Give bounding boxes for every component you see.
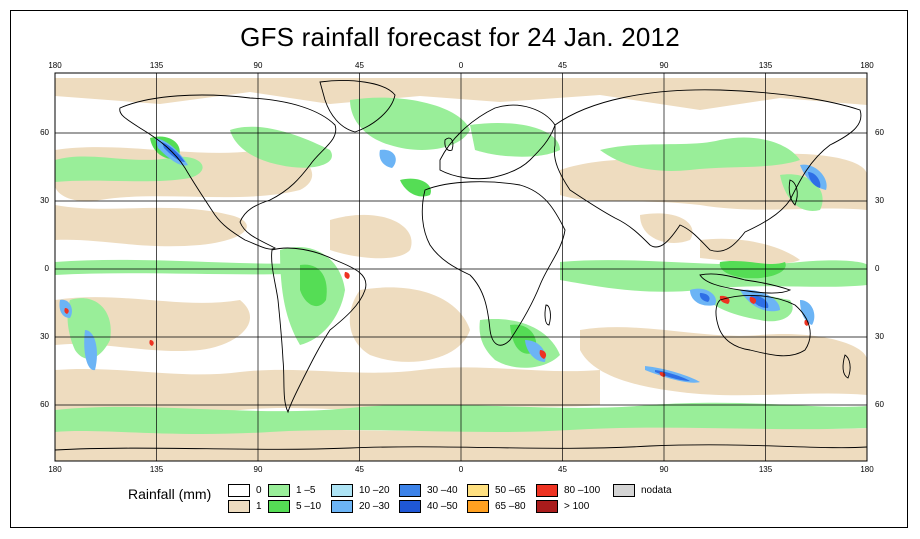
lon-tick-top: 90: [659, 61, 669, 70]
lat-tick-left: 30: [40, 332, 49, 341]
lon-tick-top: 135: [758, 61, 773, 70]
legend-label: 20 –30: [359, 501, 390, 512]
legend-swatch: [268, 500, 290, 513]
antarctica-outline: [55, 444, 867, 451]
lon-tick-bottom: 135: [149, 465, 164, 474]
legend-label: 5 –10: [296, 501, 322, 512]
lon-tick-top: 90: [253, 61, 263, 70]
legend-swatch: [467, 484, 489, 497]
indonesia-outline: [699, 273, 792, 294]
lat-tick-right: 30: [875, 196, 884, 205]
lat-tick-left: 0: [44, 264, 49, 273]
asia-outline: [553, 89, 862, 252]
lon-tick-top: 45: [355, 61, 364, 70]
legend-swatch: [399, 500, 421, 513]
legend-swatch: [331, 484, 353, 497]
lat-tick-right: 60: [875, 128, 884, 137]
lon-tick-top: 0: [458, 61, 464, 70]
legend-swatch: [536, 484, 558, 497]
japan-outline: [788, 179, 798, 206]
map-border: [54, 72, 868, 462]
legend-label: 1 –5: [296, 485, 316, 496]
legend-swatch: [613, 484, 635, 497]
lat-tick-right: 60: [875, 400, 884, 409]
legend-swatch: [228, 500, 250, 513]
lon-tick-top: 180: [48, 61, 62, 70]
lon-tick-bottom: 180: [860, 465, 874, 474]
legend-title: Rainfall (mm): [128, 486, 212, 502]
lon-tick-bottom: 90: [659, 465, 669, 474]
legend-swatch: [467, 500, 489, 513]
legend-swatch: [331, 500, 353, 513]
lat-tick-left: 60: [40, 400, 49, 409]
legend-swatch: [399, 484, 421, 497]
north-america-outline: [119, 94, 337, 250]
legend-swatch: [228, 484, 250, 497]
legend-label: 65 –80: [495, 501, 526, 512]
legend-label: > 100: [564, 501, 590, 512]
new-zealand-outline: [842, 354, 851, 379]
greenland-outline: [319, 80, 396, 133]
figure-frame: [10, 10, 908, 528]
legend-swatch: [536, 500, 558, 513]
lat-tick-left: 60: [40, 128, 49, 137]
uk-outline: [444, 137, 454, 151]
legend-label: 50 –65: [495, 485, 526, 496]
australia-outline: [715, 295, 811, 357]
lon-tick-bottom: 45: [355, 465, 364, 474]
lon-tick-top: 180: [860, 61, 874, 70]
map-title: GFS rainfall forecast for 24 Jan. 2012: [240, 22, 680, 52]
legend-label: 30 –40: [427, 485, 458, 496]
legend-label: 80 –100: [564, 485, 601, 496]
madagascar-outline: [544, 304, 551, 326]
south-america-outline: [271, 247, 367, 414]
europe-outline: [439, 104, 556, 180]
legend-label: 10 –20: [359, 485, 390, 496]
legend-swatch: [268, 484, 290, 497]
lon-tick-top: 135: [149, 61, 164, 70]
lon-tick-top: 45: [558, 61, 567, 70]
lon-tick-bottom: 90: [253, 465, 263, 474]
lon-tick-bottom: 0: [458, 465, 464, 474]
legend-label: nodata: [641, 485, 672, 496]
lat-tick-left: 30: [40, 196, 49, 205]
lon-tick-bottom: 45: [558, 465, 567, 474]
legend-label: 1: [256, 501, 262, 512]
legend-label: 0: [256, 485, 262, 496]
lat-tick-right: 30: [875, 332, 884, 341]
legend-label: 40 –50: [427, 501, 458, 512]
lon-tick-bottom: 135: [758, 465, 773, 474]
graticule: [55, 73, 867, 461]
lon-tick-bottom: 180: [48, 465, 62, 474]
lat-tick-right: 0: [875, 264, 880, 273]
